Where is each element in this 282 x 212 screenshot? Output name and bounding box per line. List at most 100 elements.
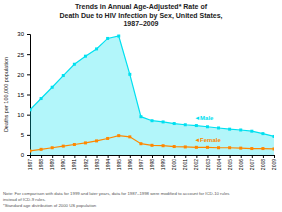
x-tick-mark [163,155,164,158]
x-tick-mark [185,155,186,158]
x-tick-label: 1993 [94,159,100,170]
marker [261,132,264,135]
y-tick-label: 20 [17,72,24,78]
x-tick-mark [174,155,175,158]
x-tick-mark [196,155,197,158]
x-tick-mark [41,155,42,158]
x-tick-label: 1992 [83,159,89,170]
x-tick-mark [252,155,253,158]
marker [173,122,176,125]
x-tick: 2004 [216,155,222,170]
y-tick: 20 [17,72,30,78]
x-tick: 2003 [205,155,211,170]
marker [117,35,120,38]
marker [162,144,165,147]
title: Trends in Annual Age-Adjusted* Rate ofDe… [60,3,223,27]
marker [239,128,242,131]
annotation: ◄Male [194,115,214,121]
marker [139,115,142,118]
x-tick-label: 1997 [138,159,144,170]
title-line: Death Due to HIV Infection by Sex, Unite… [60,12,223,20]
annotation: ◄Female [194,137,221,143]
marker [195,124,198,127]
x-tick: 2000 [171,155,177,170]
marker [73,143,76,146]
x-tick: 1991 [71,155,77,170]
y-tick-mark [27,95,30,96]
x-tick: 1987 [27,155,33,170]
x-tick-mark [241,155,242,158]
y-tick: 0 [21,152,30,158]
x-tick-label: 2005 [227,159,233,170]
x-tick: 1998 [149,155,155,170]
marker [51,86,54,89]
marker [184,145,187,148]
y-axis-line [27,35,31,156]
x-tick-mark [219,155,220,158]
marker [195,146,198,149]
x-tick-mark [52,155,53,158]
title-line: 1987–2009 [123,20,158,27]
y-tick-label: 30 [17,31,24,37]
marker [30,108,32,111]
marker [95,139,98,142]
marker [217,126,220,129]
x-tick: 2007 [249,155,255,170]
x-tick: 2001 [182,155,188,170]
y-tick-label: 25 [17,52,24,58]
marker [84,141,87,144]
marker [40,148,43,151]
x-tick-mark [63,155,64,158]
y-tick-mark [27,135,30,136]
x-tick-label: 2008 [260,159,266,170]
x-tick-label: 2007 [249,159,255,170]
x-tick-label: 1998 [149,159,155,170]
marker [62,145,65,148]
x-tick-label: 2006 [238,159,244,170]
x-tick-mark [74,155,75,158]
x-tick-label: 1994 [105,159,111,170]
x-tick-label: 2004 [216,159,222,170]
marker [51,146,54,149]
x-tick: 2002 [193,155,199,170]
y-tick: 30 [17,31,30,37]
plot: 1987198819891990199119921993199419951996… [17,31,277,170]
x-tick-mark [119,155,120,158]
x-tick-label: 1989 [49,159,55,170]
marker [30,149,32,152]
x-tick: 1996 [127,155,133,170]
y-tick-mark [27,115,30,116]
marker [250,147,253,150]
x-tick-label: 1990 [60,159,66,170]
y-tick: 5 [21,132,30,138]
line [30,136,274,151]
x-tick-mark [274,155,275,158]
y-tick-mark [27,54,30,55]
x-tick: 1997 [138,155,144,170]
marker [139,142,142,145]
x-tick-label: 1991 [71,159,77,170]
y-tick-mark [27,155,30,156]
marker [73,63,76,66]
y-tick: 10 [17,112,30,118]
x-tick: 2008 [260,155,266,170]
x-tick: 1990 [60,155,66,170]
data [30,35,274,155]
marker [62,74,65,77]
marker [250,130,253,133]
y-axis: 0 5 10 15 20 25 30 [17,31,30,158]
x-tick-label: 2003 [205,159,211,170]
marker [228,128,231,131]
marker [162,120,165,123]
marker [84,55,87,58]
chart: Trends in Annual Age-Adjusted* Rate ofDe… [0,0,282,212]
marker [273,147,275,150]
y-tick-label: 5 [21,132,25,138]
note: Note: For comparison with data for 1999 … [3,191,229,208]
x-tick-label: 1995 [116,159,122,170]
y-tick: 15 [17,92,30,98]
x-tick-mark [152,155,153,158]
x-tick-mark [141,155,142,158]
x-tick-label: 2000 [171,159,177,170]
x-tick-label: 1999 [160,159,166,170]
